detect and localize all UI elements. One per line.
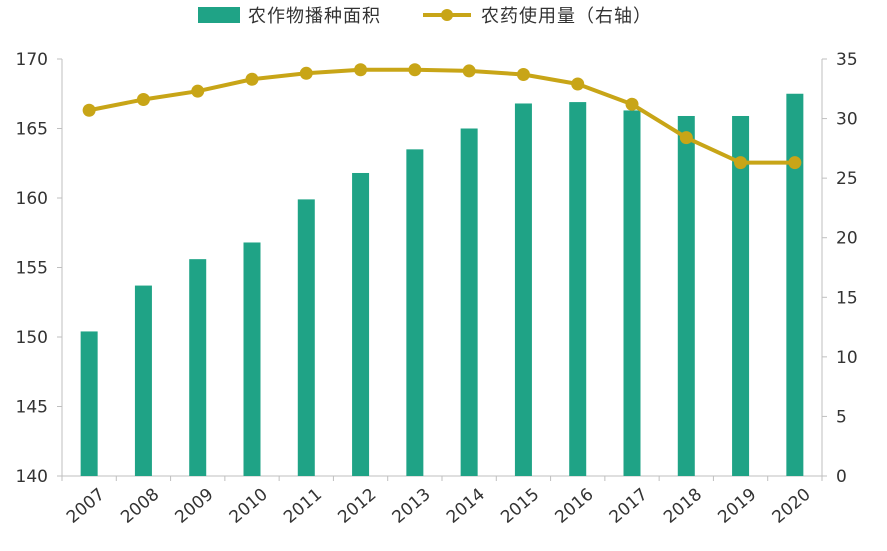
bar-2011 [297,199,315,476]
left-tick-label: 165 [16,120,48,140]
line-point-2007 [82,103,96,117]
x-tick-label: 2017 [606,485,652,528]
line-point-2009 [191,84,205,98]
bar-2019 [732,115,750,477]
legend-line-swatch [423,7,471,23]
pesticide-line [88,67,795,165]
right-tick-label: 15 [836,288,858,308]
line-point-2011 [299,66,313,80]
bar-2008 [134,285,152,476]
x-tick-label: 2009 [172,485,218,528]
line-point-2012 [354,63,368,77]
line-point-2014 [462,64,476,78]
left-tick-label: 160 [16,189,48,209]
bar-2009 [189,259,207,476]
legend-line-label: 农药使用量（右轴） [481,6,652,27]
line-point-2013 [408,63,422,77]
x-tick-label: 2018 [660,485,706,528]
right-tick-label: 35 [836,50,858,70]
x-tick-label: 2019 [714,485,760,528]
bar-2013 [406,149,424,476]
bar-2016 [569,102,587,476]
legend: 农作物播种面积 农药使用量（右轴） [0,0,887,30]
line-point-2017 [625,97,639,111]
line-point-2019 [734,156,748,170]
left-tick-label: 145 [16,398,48,418]
x-tick-label: 2015 [497,485,543,528]
x-tick-label: 2011 [280,485,326,528]
right-tick-label: 10 [836,348,858,368]
right-tick-label: 5 [836,407,847,427]
line-point-2016 [571,77,585,91]
x-tick-label: 2014 [443,485,489,528]
bar-2007 [80,331,98,476]
line-point-2008 [136,93,150,107]
right-tick-label: 30 [836,110,858,130]
x-tick-label: 2008 [117,485,163,528]
bar-2012 [352,172,370,477]
legend-bar-label: 农作物播种面积 [248,6,381,27]
legend-item-line: 农药使用量（右轴） [423,2,652,28]
bar-2020 [786,93,804,476]
line-point-2010 [245,72,259,86]
bar-2015 [514,103,532,476]
x-tick-label: 2020 [769,485,815,528]
left-tick-label: 150 [16,328,48,348]
bar-2017 [623,110,641,477]
x-tick-label: 2012 [334,485,380,528]
line-point-2018 [679,131,693,145]
right-tick-label: 25 [836,169,858,189]
bar-2010 [243,242,261,476]
left-tick-label: 140 [16,467,48,487]
left-tick-label: 170 [16,50,48,70]
x-tick-label: 2016 [552,485,598,528]
x-tick-label: 2013 [389,485,435,528]
legend-item-bar: 农作物播种面积 [198,2,381,28]
right-tick-label: 0 [836,467,847,487]
left-tick-label: 155 [16,259,48,279]
line-point-2015 [516,67,530,81]
x-tick-label: 2010 [226,485,272,528]
legend-bar-swatch [198,7,240,23]
x-tick-label: 2007 [63,485,109,528]
right-tick-label: 20 [836,229,858,249]
bar-2014 [460,128,478,476]
bar-2018 [677,115,695,477]
line-point-2020 [788,156,802,170]
